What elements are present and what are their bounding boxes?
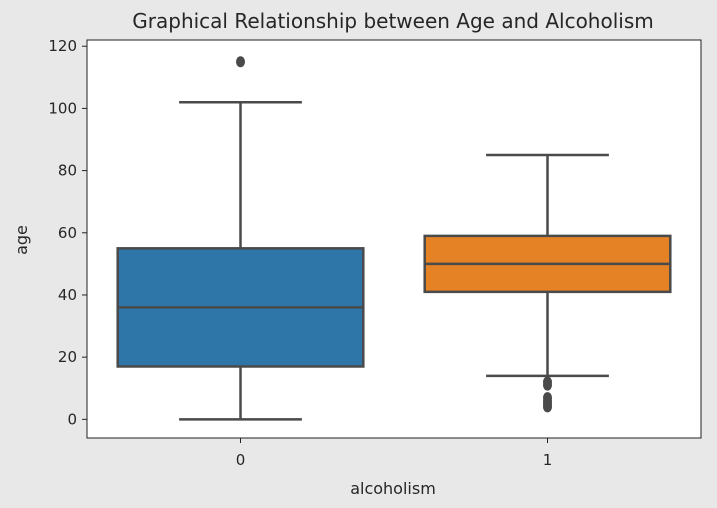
box-0 [116,56,365,421]
outlier-point [236,56,245,68]
y-tick-label: 120 [48,37,77,55]
y-tick-label: 40 [58,286,77,304]
y-axis-label: age [12,225,31,255]
box-group [116,56,672,421]
x-tick-label: 0 [236,451,246,469]
y-tick-label: 20 [58,348,77,366]
x-tick-label: 1 [543,451,553,469]
y-tick-label: 60 [58,224,77,242]
outlier-point [543,392,552,404]
outlier-point [543,376,552,388]
x-axis-label: alcoholism [350,479,436,498]
y-tick-label: 100 [48,99,77,117]
box-1 [423,153,672,413]
y-axis: 0 20 40 60 80 100 120 [48,37,87,428]
y-tick-label: 0 [67,410,77,428]
chart-title: Graphical Relationship between Age and A… [132,9,653,33]
y-tick-label: 80 [58,162,77,180]
